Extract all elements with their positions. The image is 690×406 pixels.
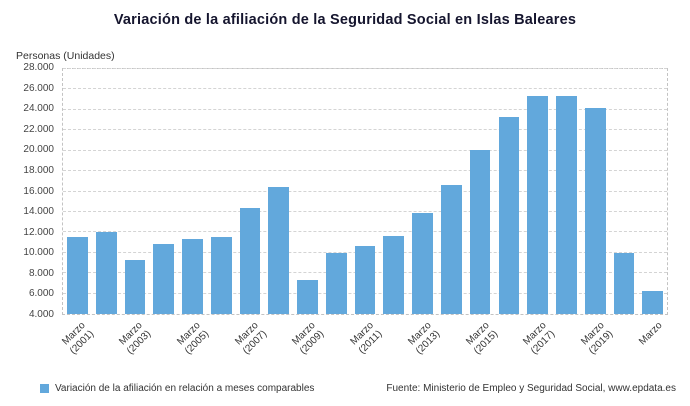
bar xyxy=(498,116,520,314)
x-tick-label: Marzo (2013) xyxy=(406,320,442,357)
bar-slot xyxy=(63,69,92,314)
x-axis: Marzo (2001) Marzo (2003) Marzo (2005) Marz… xyxy=(59,315,668,371)
gridline xyxy=(63,190,667,192)
gridline xyxy=(63,129,667,131)
x-tick-label: Marzo (2005) xyxy=(175,320,212,357)
bar-slot xyxy=(466,69,495,314)
bar-slot xyxy=(178,69,207,314)
bar-slot xyxy=(610,69,639,314)
y-tick-label: 10.000 xyxy=(23,247,54,259)
plot-area xyxy=(62,68,668,315)
bar-slot xyxy=(236,69,265,314)
bar-slot xyxy=(351,69,380,314)
y-tick-label: 8.000 xyxy=(28,267,54,279)
bar-slot xyxy=(121,69,150,314)
bar-slot xyxy=(207,69,236,314)
y-tick-label: 26.000 xyxy=(23,82,54,94)
y-tick-label: 28.000 xyxy=(23,62,54,73)
bar xyxy=(297,280,318,314)
bar xyxy=(613,252,635,314)
x-tick-label: Marzo (2003) xyxy=(117,320,154,357)
x-tick-label: Marzo (2019) xyxy=(579,320,616,357)
bar xyxy=(354,245,376,314)
bar-slot xyxy=(552,69,581,314)
legend-swatch-icon xyxy=(40,384,49,393)
x-tick-label: Marzo (2015) xyxy=(463,320,500,357)
gridline xyxy=(63,210,667,212)
legend-label: Variación de la afiliación en relación a… xyxy=(55,383,315,394)
bar-slot xyxy=(494,69,523,314)
y-tick-label: 22.000 xyxy=(23,123,54,135)
bar xyxy=(469,149,491,314)
bar xyxy=(556,95,577,314)
bar xyxy=(239,207,261,314)
bar xyxy=(182,239,203,314)
bar-slot xyxy=(149,69,178,314)
y-tick-label: 20.000 xyxy=(23,144,54,156)
bar-slot xyxy=(264,69,293,314)
y-axis: 4.000 6.000 8.000 10.000 12.000 14.000 16.000 1… xyxy=(0,62,58,320)
y-tick-label: 16.000 xyxy=(23,185,54,197)
bar xyxy=(67,237,88,314)
chart-footer: Variación de la afiliación en relación a… xyxy=(0,383,690,394)
bar xyxy=(440,185,462,314)
y-axis-title: Personas (Unidades) xyxy=(16,50,115,62)
x-tick-label: Marzo (2007) xyxy=(232,320,269,357)
y-tick-label: 6.000 xyxy=(28,288,54,300)
bar xyxy=(584,107,606,314)
bar-slot xyxy=(437,69,466,314)
bar xyxy=(124,259,146,314)
bar-slot xyxy=(322,69,351,314)
y-tick-label: 24.000 xyxy=(23,103,54,115)
chart-title: Variación de la afiliación de la Segurid… xyxy=(113,12,577,28)
x-tick-label: Marzo (2001) xyxy=(59,320,96,357)
y-tick-label: 4.000 xyxy=(28,309,54,320)
bar xyxy=(527,95,548,314)
bar xyxy=(268,187,290,314)
bar-slot xyxy=(293,69,322,314)
bar xyxy=(153,243,175,314)
bar-series xyxy=(63,69,667,314)
gridline xyxy=(63,170,667,172)
bar-slot xyxy=(581,69,610,314)
bar xyxy=(383,236,405,314)
x-tick-label: Marzo (2009) xyxy=(290,320,327,357)
gridline xyxy=(63,68,667,69)
gridline xyxy=(63,88,667,90)
gridline xyxy=(63,108,667,110)
bar xyxy=(210,237,232,314)
x-tick-label: Marzo (2011) xyxy=(348,320,385,357)
x-tick-label: Marzo (2017) xyxy=(521,320,558,357)
bar-slot xyxy=(638,69,667,314)
y-tick-label: 14.000 xyxy=(23,206,54,218)
bar-slot xyxy=(523,69,552,314)
bar xyxy=(95,232,117,314)
gridline xyxy=(63,231,667,233)
legend: Variación de la afiliación en relación a… xyxy=(40,383,314,394)
bar-slot xyxy=(379,69,408,314)
x-tick-label: Marzo xyxy=(636,320,665,348)
bar-slot xyxy=(92,69,121,314)
bar xyxy=(325,252,347,314)
y-tick-label: 12.000 xyxy=(23,226,54,238)
bar xyxy=(642,290,664,314)
bar xyxy=(412,212,433,314)
gridline xyxy=(63,149,667,151)
y-tick-label: 18.000 xyxy=(23,164,54,176)
source-text: Fuente: Ministerio de Empleo y Seguridad… xyxy=(386,383,676,394)
bar-slot xyxy=(408,69,437,314)
